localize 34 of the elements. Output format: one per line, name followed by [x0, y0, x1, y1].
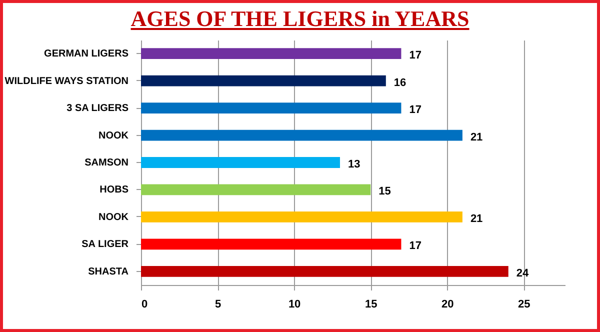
- x-tick-label: 15: [364, 298, 378, 310]
- y-tick-label: 3 SA LIGERS: [66, 103, 129, 114]
- data-label: 17: [409, 50, 422, 62]
- bar: [141, 212, 462, 222]
- x-tick-label: 20: [442, 298, 454, 310]
- y-tick-label: SAMSON: [84, 158, 128, 168]
- y-tick-label: NOOK: [98, 212, 130, 223]
- data-label: 15: [378, 186, 391, 198]
- bar: [141, 130, 462, 141]
- data-label: 21: [470, 212, 483, 225]
- y-tick-label: GERMAN LIGERS: [44, 48, 129, 60]
- x-tick-label: 10: [288, 298, 301, 310]
- x-tick-label: 25: [518, 298, 530, 310]
- y-tick-label: WILDLIFE WAYS STATION: [4, 76, 128, 87]
- bar: [141, 157, 340, 168]
- data-label: 24: [516, 267, 530, 280]
- data-label: 13: [348, 158, 360, 170]
- data-label: 16: [394, 76, 406, 89]
- bar: [141, 75, 386, 86]
- y-tick-label: NOOK: [98, 130, 130, 142]
- x-tick-label: 5: [214, 298, 222, 310]
- data-label: 17: [409, 104, 422, 116]
- bar: [141, 266, 508, 277]
- y-tick-label: HOBS: [100, 184, 129, 196]
- data-label: 21: [470, 131, 483, 144]
- x-tick-label: 0: [142, 298, 148, 310]
- y-tick-label: SHASTA: [88, 266, 128, 278]
- data-label: 17: [409, 240, 422, 252]
- bar: [141, 238, 402, 250]
- bar: [141, 102, 402, 114]
- bar: [141, 48, 402, 60]
- chart-title: AGES OF THE LIGERS in YEARS: [130, 6, 470, 32]
- bar: [141, 184, 371, 196]
- y-tick-label: SA LIGER: [82, 239, 130, 250]
